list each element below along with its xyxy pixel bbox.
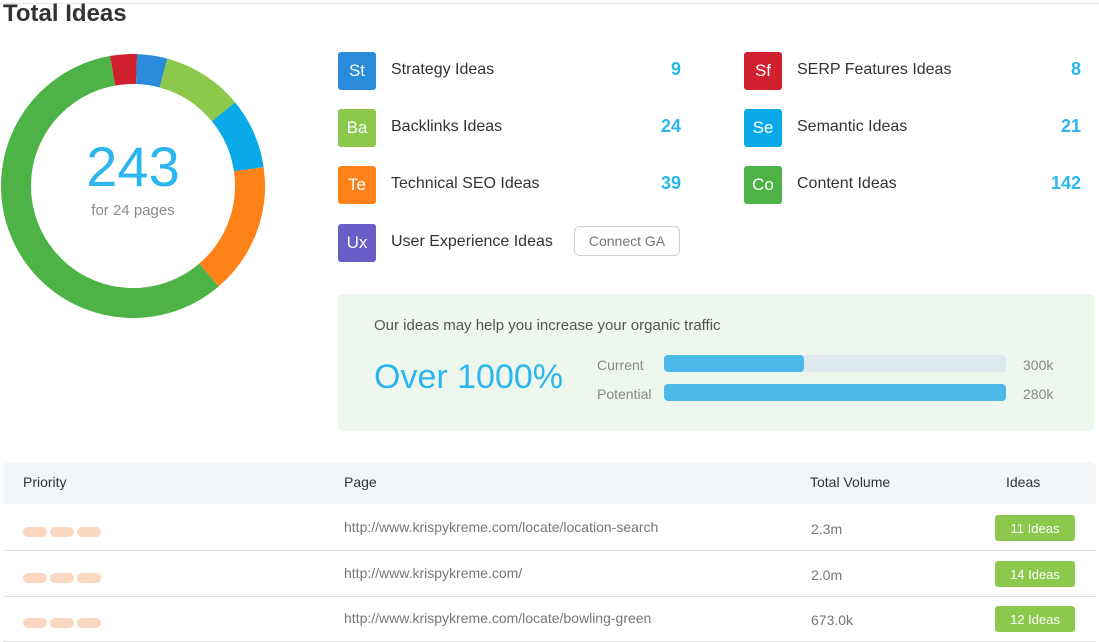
column-header-total-volume[interactable]: Total Volume <box>810 474 891 490</box>
legend-item-strategy[interactable]: St Strategy Ideas 9 <box>338 52 683 90</box>
strategy-badge-icon: St <box>338 52 376 90</box>
priority-indicator <box>23 570 104 588</box>
top-divider <box>0 3 1099 4</box>
legend-count: 21 <box>1060 116 1081 136</box>
current-traffic-value: 300k <box>1023 357 1054 373</box>
current-traffic-bar <box>664 355 1006 372</box>
donut-segment-serp-features-ideas[interactable] <box>109 54 138 86</box>
semantic-badge-icon: Se <box>744 109 782 147</box>
content-badge-icon: Co <box>744 166 782 204</box>
serp-features-badge-icon: Sf <box>744 52 782 90</box>
ideas-button[interactable]: 12 Ideas <box>995 606 1075 632</box>
technical-seo-badge-icon: Te <box>338 166 376 204</box>
potential-bar-label: Potential <box>597 386 652 402</box>
legend-item-semantic[interactable]: Se Semantic Ideas 21 <box>744 109 1084 147</box>
legend-count: 9 <box>670 59 681 79</box>
page-url[interactable]: http://www.krispykreme.com/locate/bowlin… <box>344 610 652 626</box>
pages-count-label: for 24 pages <box>91 202 175 219</box>
donut-segment-backlinks-ideas[interactable] <box>159 58 236 122</box>
legend-item-technical-seo[interactable]: Te Technical SEO Ideas 39 <box>338 166 683 204</box>
connect-ga-button[interactable]: Connect GA <box>574 226 680 256</box>
table-row: http://www.krispykreme.com/ 2.0m 14 Idea… <box>3 551 1096 597</box>
legend-count: 8 <box>1070 59 1081 79</box>
ideas-donut-chart <box>1 54 265 318</box>
potential-traffic-bar <box>664 384 1006 401</box>
legend-label: Backlinks Ideas <box>391 118 503 135</box>
current-bar-label: Current <box>597 357 644 373</box>
potential-traffic-bar-fill <box>664 384 1006 401</box>
priority-indicator <box>23 524 104 542</box>
total-volume: 2.3m <box>811 521 843 537</box>
legend-label: Semantic Ideas <box>797 118 908 135</box>
legend-label: User Experience Ideas <box>391 233 553 250</box>
promo-heading: Our ideas may help you increase your org… <box>374 317 721 334</box>
potential-traffic-value: 280k <box>1023 386 1054 402</box>
donut-segment-semantic-ideas[interactable] <box>211 102 264 172</box>
legend-label: Content Ideas <box>797 175 897 192</box>
ideas-button[interactable]: 14 Ideas <box>995 561 1075 587</box>
table-row: http://www.krispykreme.com/locate/bowlin… <box>3 596 1096 642</box>
column-header-page[interactable]: Page <box>344 474 377 490</box>
legend-label: SERP Features Ideas <box>797 61 952 78</box>
legend-count: 39 <box>660 173 681 193</box>
legend-label: Strategy Ideas <box>391 61 495 78</box>
legend-count: 24 <box>660 116 681 136</box>
column-header-ideas[interactable]: Ideas <box>1006 474 1041 490</box>
ideas-button[interactable]: 11 Ideas <box>995 515 1075 541</box>
user-experience-badge-icon: Ux <box>338 224 376 262</box>
legend-item-user-experience: Ux User Experience Ideas Connect GA <box>338 224 683 262</box>
donut-segment-technical-seo-ideas[interactable] <box>198 167 265 287</box>
page-url[interactable]: http://www.krispykreme.com/ <box>344 565 523 581</box>
legend-item-serp-features[interactable]: Sf SERP Features Ideas 8 <box>744 52 1084 90</box>
total-volume: 673.0k <box>811 612 854 628</box>
backlinks-badge-icon: Ba <box>338 109 376 147</box>
priority-indicator <box>23 615 104 633</box>
table-header: Priority Page Total Volume Ideas <box>3 462 1096 504</box>
donut-segment-strategy-ideas[interactable] <box>135 54 168 88</box>
total-ideas-count: 243 <box>86 135 180 198</box>
column-header-priority[interactable]: Priority <box>23 474 67 490</box>
page-url[interactable]: http://www.krispykreme.com/locate/locati… <box>344 519 659 535</box>
legend-label: Technical SEO Ideas <box>391 175 540 192</box>
legend-item-backlinks[interactable]: Ba Backlinks Ideas 24 <box>338 109 683 147</box>
current-traffic-bar-fill <box>664 355 805 372</box>
total-volume: 2.0m <box>811 567 843 583</box>
traffic-promo-panel: Our ideas may help you increase your org… <box>338 294 1094 431</box>
page-title: Total Ideas <box>3 0 127 27</box>
legend-count: 142 <box>1050 173 1081 193</box>
table-row: http://www.krispykreme.com/locate/locati… <box>3 505 1096 551</box>
promo-percentage: Over 1000% <box>374 358 563 396</box>
legend-item-content[interactable]: Co Content Ideas 142 <box>744 166 1084 204</box>
donut-segment-content-ideas[interactable] <box>1 56 219 318</box>
